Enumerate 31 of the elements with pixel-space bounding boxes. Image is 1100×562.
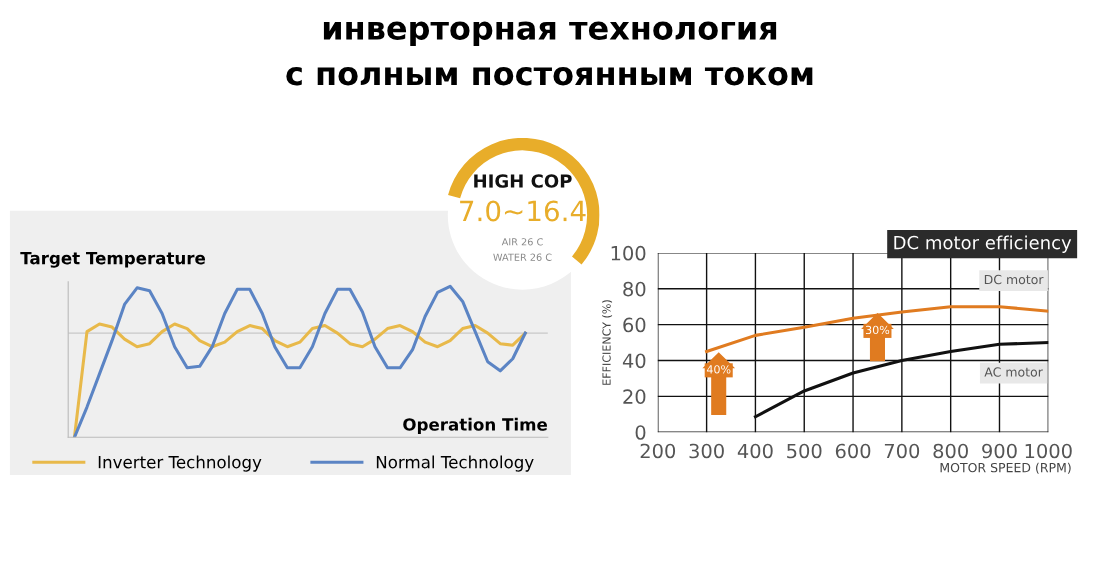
chart-title: инверторная технология с полным постоянным током: [286, 21, 813, 86]
annotation: 30%: [865, 325, 890, 335]
x-tick-label: 200: [640, 443, 676, 459]
x-tick-label: 700: [884, 443, 920, 459]
x-tick-label: 300: [689, 443, 724, 459]
x-axis-title: MOTOR SPEED (RPM): [940, 462, 1071, 474]
x-tick-label: 400: [737, 443, 773, 459]
y-tick-label: 60: [623, 317, 646, 333]
x-tick-label: 1000: [1025, 443, 1072, 459]
series-label: AC motor: [984, 367, 1043, 377]
y-tick-label: 20: [623, 389, 646, 404]
text: HIGH COP: [474, 174, 572, 188]
y-tick-label: 0: [635, 425, 646, 440]
annotation: 40%: [706, 365, 731, 374]
text: AIR 26 C: [501, 238, 543, 246]
text: 7.0~16.4: [460, 200, 586, 222]
x-tick-label: 900: [982, 443, 1017, 459]
series-label: DC motor: [984, 274, 1044, 285]
x-tick-label: 500: [787, 443, 822, 459]
x-axis-title: Operation Time: [403, 417, 547, 434]
chart-title: DC motor efficiency: [894, 235, 1072, 253]
y-axis-title: EFFICIENCY (%): [602, 300, 613, 385]
y-tick-label: 80: [623, 281, 646, 297]
text: WATER 26 C: [493, 253, 552, 261]
legend-label: Inverter Technology: [98, 455, 262, 472]
x-tick-label: 800: [933, 443, 968, 459]
y-tick-label: 40: [622, 353, 646, 369]
y-axis-title: Target Temperature: [20, 251, 206, 268]
legend-label: Normal Technology: [376, 455, 534, 472]
x-tick-label: 600: [835, 443, 871, 459]
y-tick-label: 100: [611, 245, 646, 261]
